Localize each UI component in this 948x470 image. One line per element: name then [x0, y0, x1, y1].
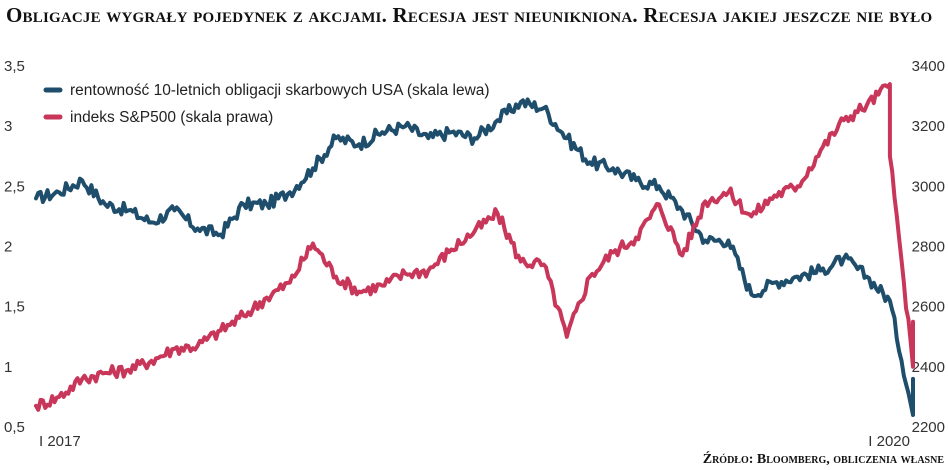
right-tick-label: 3000: [912, 178, 945, 195]
left-tick-label: 3: [4, 118, 12, 135]
source-note: Źródło: Bloomberg, obliczenia własne: [702, 452, 944, 467]
series-layer: [34, 82, 915, 417]
right-tick-label: 2800: [912, 239, 945, 256]
left-tick-label: 2: [4, 239, 12, 256]
chart-title: Obligacje wygrały pojedynek z akcjami. R…: [6, 3, 933, 27]
left-tick-label: 1,5: [4, 299, 25, 316]
right-axis: 2200 2400 2600 2800 3000 3200 3400: [912, 58, 945, 436]
left-axis: 0,5 1 1,5 2 2,5 3 3,5: [4, 58, 25, 436]
right-tick-label: 2200: [912, 419, 945, 436]
right-tick-label: 2400: [912, 359, 945, 376]
right-tick-label: 3400: [912, 58, 945, 75]
x-tick-label: I 2017: [39, 433, 81, 450]
x-tick-label: I 2020: [868, 433, 910, 450]
series-line-bond-yield: [34, 97, 915, 417]
series-line-sp500: [34, 82, 915, 412]
legend-label: indeks S&P500 (skala prawa): [70, 109, 273, 126]
left-tick-label: 1: [4, 359, 12, 376]
legend-label: rentowność 10-letnich obligacji skarbowy…: [70, 82, 490, 99]
left-tick-label: 2,5: [4, 178, 25, 195]
right-tick-label: 3200: [912, 118, 945, 135]
right-tick-label: 2600: [912, 299, 945, 316]
left-tick-label: 0,5: [4, 419, 25, 436]
x-axis: I 2017 I 2020: [39, 433, 910, 450]
legend: rentowność 10-letnich obligacji skarbowy…: [43, 82, 490, 126]
left-tick-label: 3,5: [4, 58, 25, 75]
